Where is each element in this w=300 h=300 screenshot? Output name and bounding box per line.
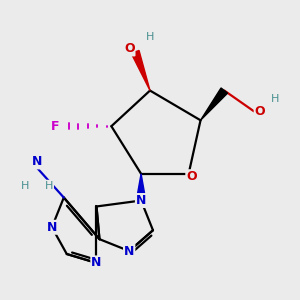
- Text: N: N: [32, 155, 42, 168]
- Text: O: O: [124, 42, 134, 56]
- Text: N: N: [47, 221, 57, 234]
- Text: N: N: [91, 256, 102, 269]
- Text: H: H: [271, 94, 279, 104]
- Text: O: O: [255, 105, 265, 118]
- Polygon shape: [200, 88, 228, 120]
- Polygon shape: [136, 174, 146, 200]
- Text: F: F: [51, 120, 59, 133]
- Text: O: O: [186, 170, 197, 183]
- Text: H: H: [21, 181, 29, 191]
- Text: N: N: [136, 194, 146, 207]
- Text: N: N: [124, 244, 134, 258]
- Text: H: H: [146, 32, 154, 42]
- Text: H: H: [45, 181, 53, 191]
- Polygon shape: [131, 50, 150, 91]
